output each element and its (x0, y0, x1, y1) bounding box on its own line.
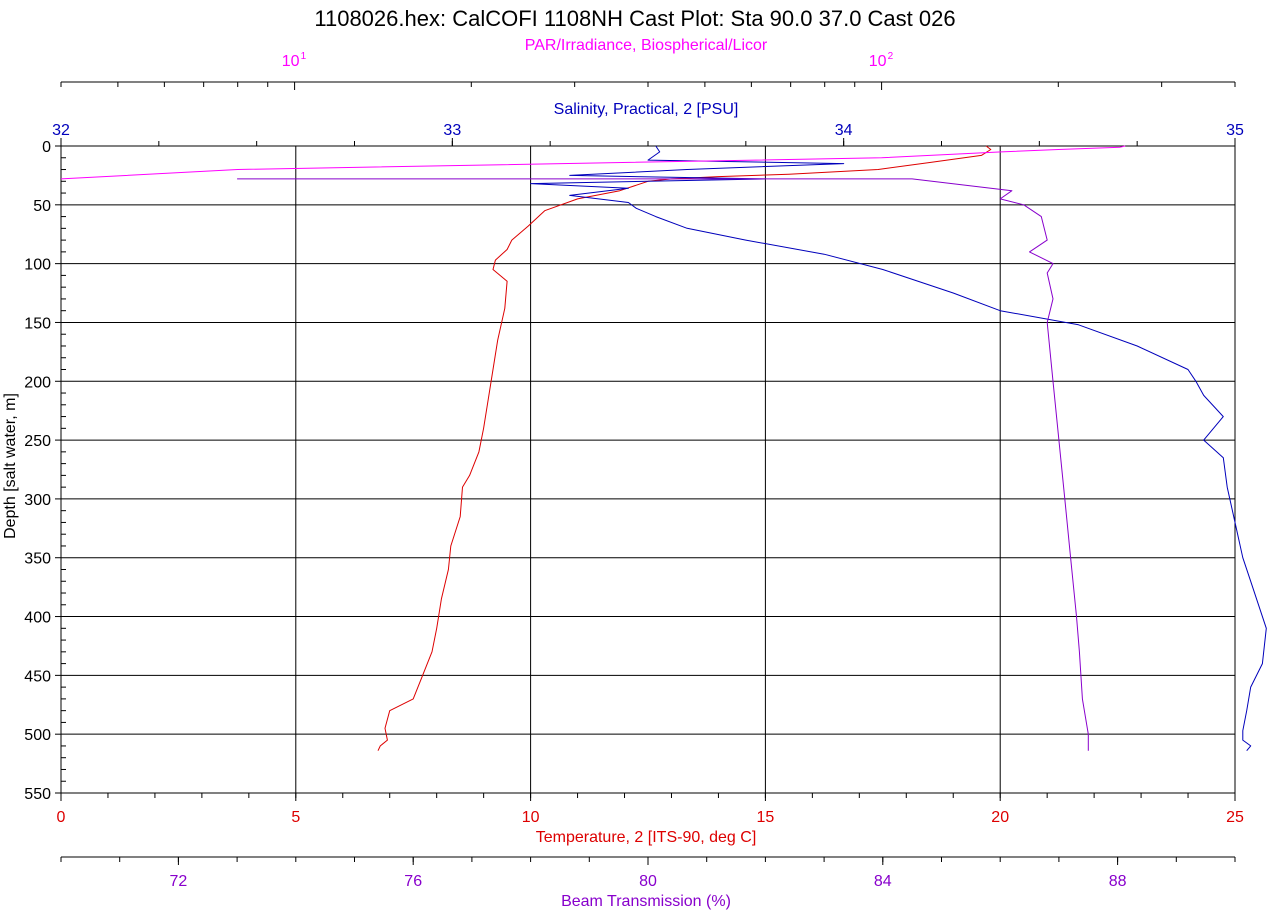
y-tick-label: 300 (24, 492, 51, 509)
beam-axis-label: Beam Transmission (%) (561, 893, 731, 910)
y-tick-label: 450 (24, 668, 51, 685)
par-tick-exponent: 1 (301, 51, 307, 62)
par-tick-label: 10 (282, 53, 300, 70)
temperature-tick-label: 20 (991, 809, 1009, 826)
y-tick-label: 550 (24, 786, 51, 803)
par-tick-label: 10 (869, 53, 887, 70)
temperature-tick-label: 0 (57, 809, 66, 826)
salinity-axis-label: Salinity, Practical, 2 [PSU] (554, 101, 739, 118)
beam-tick-label: 84 (874, 873, 892, 890)
grid (60, 145, 1236, 794)
temperature-tick-label: 5 (291, 809, 300, 826)
y-tick-label: 200 (24, 374, 51, 391)
y-tick-label: 50 (33, 198, 51, 215)
chart-title: 1108026.hex: CalCOFI 1108NH Cast Plot: S… (314, 6, 955, 31)
par-series-line (60, 145, 1126, 180)
salinity-tick-label: 35 (1226, 122, 1244, 139)
y-tick-label: 100 (24, 257, 51, 274)
temperature-tick-label: 25 (1226, 809, 1244, 826)
series (60, 145, 1267, 752)
beam-series-line (237, 178, 1089, 751)
beam-tick-label: 80 (639, 873, 657, 890)
par-tick-exponent: 2 (888, 51, 894, 62)
beam-tick-label: 88 (1109, 873, 1127, 890)
temperature-tick-label: 10 (522, 809, 540, 826)
temperature-tick-label: 15 (757, 809, 775, 826)
salinity-tick-label: 34 (835, 122, 853, 139)
salinity-tick-label: 32 (52, 122, 70, 139)
y-tick-label: 400 (24, 610, 51, 627)
y-tick-label: 500 (24, 727, 51, 744)
beam-tick-label: 76 (404, 873, 422, 890)
y-tick-label: 0 (42, 139, 51, 156)
y-tick-label: 150 (24, 315, 51, 332)
temperature-series-line (377, 145, 992, 751)
y-tick-label: 250 (24, 433, 51, 450)
par-axis-label: PAR/Irradiance, Biospherical/Licor (525, 37, 768, 54)
salinity-series-line (530, 145, 1267, 752)
depth-axis-label: Depth [salt water, m] (2, 393, 19, 539)
salinity-tick-label: 33 (443, 122, 461, 139)
beam-tick-label: 72 (170, 873, 188, 890)
plot-frame (60, 145, 1236, 794)
y-tick-label: 350 (24, 551, 51, 568)
temperature-axis-label: Temperature, 2 [ITS-90, deg C] (536, 829, 757, 846)
